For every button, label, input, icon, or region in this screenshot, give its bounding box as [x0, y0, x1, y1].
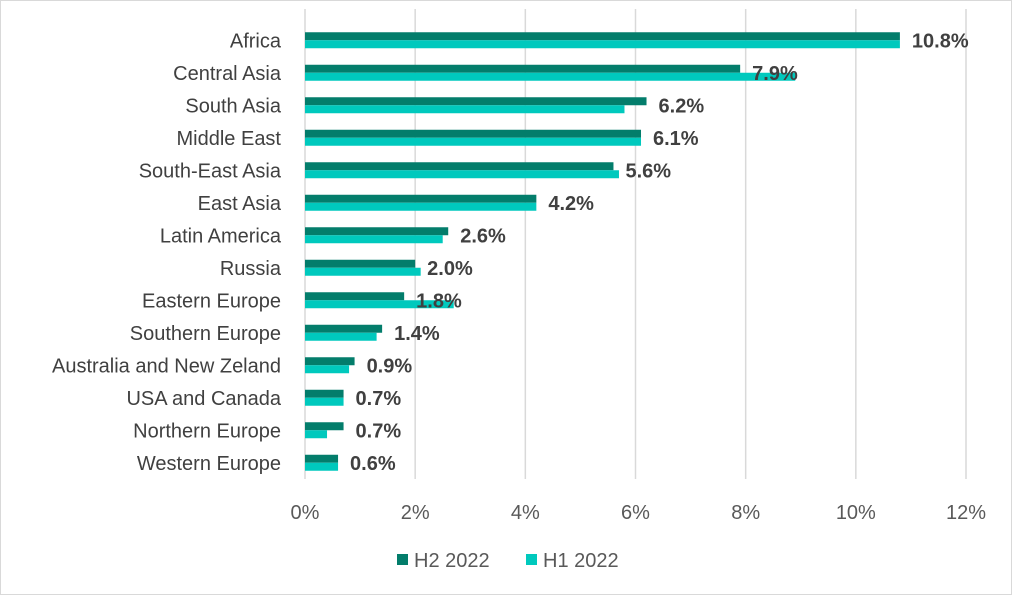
legend-swatch: [397, 554, 408, 565]
legend-label: H2 2022: [414, 550, 490, 572]
x-tick-label: 4%: [511, 502, 540, 524]
bar-h2-2022: [305, 194, 537, 203]
legend-item: H2 2022: [397, 550, 490, 572]
category-label: Middle East: [177, 128, 282, 150]
data-label: 2.0%: [427, 258, 473, 280]
bar-h1-2022: [305, 40, 900, 49]
data-label: 6.2%: [659, 95, 705, 117]
bar-h1-2022: [305, 137, 642, 146]
category-label: Northern Europe: [133, 420, 281, 442]
category-label: Africa: [230, 30, 282, 52]
x-tick-labels: 0% 2% 4% 6% 8% 10% 12%: [291, 502, 987, 524]
x-tick-label: 8%: [731, 502, 760, 524]
x-tick-label: 0%: [291, 502, 320, 524]
data-label: 0.7%: [356, 388, 402, 410]
gridlines: [304, 9, 967, 479]
category-label: Southern Europe: [130, 323, 281, 345]
bar-h2-2022: [305, 292, 405, 301]
data-label: 0.6%: [350, 453, 396, 475]
category-labels: Africa Central Asia South Asia Middle East S…: [52, 30, 282, 475]
bar-h2-2022: [305, 357, 355, 366]
bar-h1-2022: [305, 430, 328, 439]
data-label: 1.4%: [394, 323, 440, 345]
legend-item: H1 2022: [526, 550, 619, 572]
bar-h1-2022: [305, 72, 796, 81]
data-label: 1.8%: [416, 290, 462, 312]
category-label: USA and Canada: [126, 388, 281, 410]
data-label: 0.7%: [356, 420, 402, 442]
bar-h1-2022: [305, 267, 421, 276]
category-label: Central Asia: [173, 63, 282, 85]
bar-h2-2022: [305, 422, 344, 431]
category-label: Australia and New Zeland: [52, 355, 281, 377]
bar-h2-2022: [305, 162, 614, 171]
bar-h1-2022: [305, 397, 344, 406]
data-label: 7.9%: [752, 63, 798, 85]
bar-h2-2022: [305, 129, 642, 138]
bar-h1-2022: [305, 365, 350, 374]
legend-swatch: [526, 554, 537, 565]
bar-h1-2022: [305, 332, 377, 341]
x-tick-label: 6%: [621, 502, 650, 524]
data-label: 0.9%: [367, 355, 413, 377]
bar-h2-2022: [305, 64, 741, 73]
category-label: East Asia: [198, 193, 282, 215]
bar-h2-2022: [305, 389, 344, 398]
category-label: South Asia: [185, 95, 282, 117]
bar-h2-2022: [305, 259, 416, 268]
data-label: 6.1%: [653, 128, 699, 150]
bar-h1-2022: [305, 170, 619, 179]
data-labels: 10.8% 7.9% 6.2% 6.1% 5.6% 4.2% 2.6% 2.0% 1.8% 1.4…: [350, 30, 969, 475]
data-label: 5.6%: [625, 160, 671, 182]
x-tick-label: 2%: [401, 502, 430, 524]
category-label: Western Europe: [137, 453, 281, 475]
bar-h2-2022: [305, 97, 647, 106]
bar-h1-2022: [305, 300, 454, 309]
bar-h2-2022: [305, 32, 900, 41]
data-label: 2.6%: [460, 225, 506, 247]
bar-h1-2022: [305, 235, 443, 244]
data-label: 4.2%: [548, 193, 594, 215]
category-label: South-East Asia: [139, 160, 282, 182]
x-tick-label: 12%: [946, 502, 986, 524]
bar-h2-2022: [305, 324, 383, 333]
bar-h2-2022: [305, 227, 449, 236]
category-label: Latin America: [160, 225, 282, 247]
category-label: Russia: [220, 258, 282, 280]
bar-h1-2022: [305, 462, 339, 471]
x-tick-label: 10%: [836, 502, 876, 524]
bar-h1-2022: [305, 105, 625, 114]
data-label: 10.8%: [912, 30, 969, 52]
bars: [305, 32, 900, 471]
bar-h1-2022: [305, 202, 537, 211]
legend: H2 2022 H1 2022: [397, 550, 619, 572]
legend-label: H1 2022: [543, 550, 619, 572]
bar-h2-2022: [305, 454, 339, 463]
category-label: Eastern Europe: [142, 290, 281, 312]
